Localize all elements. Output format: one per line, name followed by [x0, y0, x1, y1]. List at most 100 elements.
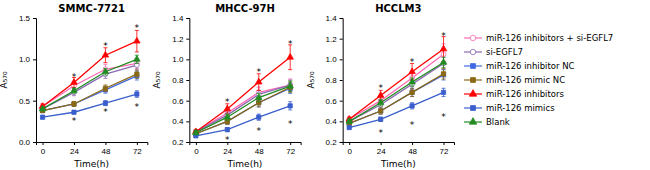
title: MHCC-97H — [215, 3, 275, 14]
legend-marker — [471, 78, 476, 83]
point — [410, 104, 414, 108]
legend-item: miR-126 mimic NC — [464, 75, 565, 85]
legend-marker — [471, 64, 476, 69]
x-axis-tick: 72 — [440, 142, 449, 156]
error-bar — [103, 85, 107, 92]
y-axis-tick: 1.2 — [326, 35, 343, 44]
point — [440, 45, 446, 51]
series — [40, 91, 139, 120]
plot-area — [346, 37, 447, 130]
tick-mark — [186, 80, 189, 81]
annotation: * — [135, 23, 140, 33]
title: SMMC-7721 — [58, 3, 125, 14]
point — [40, 115, 44, 119]
legend-label: miR-126 mimics — [486, 103, 555, 113]
annotation: * — [225, 97, 230, 107]
series — [39, 55, 140, 111]
legend-label: si-EGFL7 — [486, 47, 523, 57]
x-axis: 0244872 — [190, 142, 301, 156]
series-line — [349, 92, 443, 127]
plot-area — [193, 45, 294, 138]
x-axis-tick: 24 — [70, 142, 79, 156]
legend-marker — [470, 35, 476, 41]
y-axis-tick: 0.8 — [172, 76, 189, 85]
y-axis-tick: 0.2 — [326, 138, 343, 147]
error-bar — [379, 108, 383, 114]
tick-label: 1.0 — [326, 55, 338, 64]
series — [194, 82, 293, 136]
point — [257, 115, 261, 119]
series-line — [43, 94, 137, 117]
legend-label: miR-126 inhibitors + si-EGFL7 — [486, 33, 613, 43]
y-axis-tick: 0.6 — [326, 97, 343, 106]
x-axis-tick: 0 — [41, 142, 46, 156]
x-axis-title: Time(h) — [227, 159, 263, 169]
tick-mark — [74, 142, 75, 145]
error-bar — [103, 101, 107, 106]
x-axis-tick: 72 — [286, 142, 295, 156]
x-axis-tick: 48 — [101, 142, 110, 156]
tick-mark — [196, 142, 197, 145]
y-axis-tick: 0.6 — [172, 97, 189, 106]
x-axis-line — [37, 143, 148, 146]
error-bar — [410, 88, 414, 96]
x-axis-tick: 0 — [347, 142, 352, 156]
legend-marker — [471, 106, 476, 111]
tick-mark — [340, 18, 343, 19]
tick-mark — [186, 121, 189, 122]
point — [379, 109, 383, 113]
error-bar — [410, 103, 414, 109]
series — [193, 80, 292, 134]
tick-mark — [186, 39, 189, 40]
point — [224, 113, 230, 119]
tick-label: 0.5 — [19, 97, 31, 106]
point — [71, 87, 77, 93]
point — [72, 102, 76, 106]
tick-label: 24 — [223, 147, 232, 156]
y-axis-tick: 0.8 — [326, 76, 343, 85]
y-axis: 0.20.40.60.81.01.21.4 — [172, 14, 190, 147]
tick-label: 1.5 — [19, 14, 31, 23]
legend-item: si-EGFL7 — [464, 47, 523, 57]
tick-label: 48 — [101, 147, 110, 156]
series — [346, 57, 447, 123]
y-axis-line — [186, 19, 190, 143]
tick-label: 0 — [347, 147, 352, 156]
series-line — [43, 65, 137, 109]
point — [288, 104, 292, 108]
series-line — [43, 59, 137, 109]
point — [346, 118, 352, 124]
tick-label: 72 — [133, 147, 142, 156]
tick-mark — [340, 142, 343, 143]
point — [287, 54, 293, 60]
y-axis-tick: 0.2 — [172, 138, 189, 147]
tick-label: 0.2 — [326, 138, 338, 147]
tick-mark — [259, 142, 260, 145]
series — [347, 44, 446, 122]
legend-item: miR-126 inhibitor NC — [464, 61, 575, 71]
series — [347, 69, 446, 126]
tick-label: 0.0 — [19, 138, 31, 147]
series — [193, 79, 292, 134]
legend-marker — [469, 118, 476, 124]
point — [135, 92, 139, 96]
series — [40, 70, 139, 113]
y-axis-title: A₅₇₀ — [152, 71, 162, 88]
tick-label: 0 — [194, 147, 199, 156]
tick-mark — [186, 59, 189, 60]
error-bar — [257, 114, 261, 120]
legend-marker — [470, 49, 476, 55]
annotation: * — [410, 57, 415, 67]
error-bar — [72, 101, 76, 106]
series — [40, 59, 139, 109]
tick-mark — [105, 142, 106, 145]
panel: 02448720.00.51.01.5******SMMC-7721Time(h… — [0, 3, 148, 169]
y-axis-tick: 1.0 — [19, 55, 36, 64]
y-axis-title: A₅₇₀ — [306, 71, 316, 88]
error-bar — [225, 128, 229, 132]
error-bar — [135, 70, 139, 78]
error-bar — [379, 117, 383, 121]
y-axis-line — [340, 19, 344, 143]
series-line — [196, 85, 290, 131]
point — [441, 72, 445, 76]
